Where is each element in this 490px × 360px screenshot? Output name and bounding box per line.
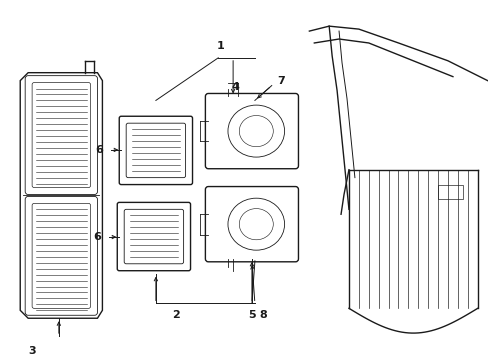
FancyBboxPatch shape xyxy=(25,197,98,315)
FancyBboxPatch shape xyxy=(32,203,91,309)
FancyBboxPatch shape xyxy=(117,202,191,271)
Bar xyxy=(438,185,463,199)
Text: 2: 2 xyxy=(172,310,179,320)
FancyBboxPatch shape xyxy=(25,76,98,194)
FancyBboxPatch shape xyxy=(32,82,91,188)
Text: 5: 5 xyxy=(248,310,256,320)
FancyBboxPatch shape xyxy=(119,116,193,185)
Text: 6: 6 xyxy=(96,145,103,155)
Text: 3: 3 xyxy=(28,346,36,356)
Ellipse shape xyxy=(228,105,285,157)
Text: 4: 4 xyxy=(231,82,239,93)
Ellipse shape xyxy=(228,198,285,250)
Text: 7: 7 xyxy=(278,76,286,86)
Text: 8: 8 xyxy=(260,310,268,320)
FancyBboxPatch shape xyxy=(205,94,298,169)
FancyBboxPatch shape xyxy=(126,123,186,177)
Text: 6: 6 xyxy=(94,232,101,242)
Ellipse shape xyxy=(239,116,273,147)
Ellipse shape xyxy=(239,208,273,240)
Polygon shape xyxy=(20,73,102,318)
FancyBboxPatch shape xyxy=(205,186,298,262)
FancyBboxPatch shape xyxy=(124,209,184,264)
Text: 1: 1 xyxy=(217,41,224,51)
